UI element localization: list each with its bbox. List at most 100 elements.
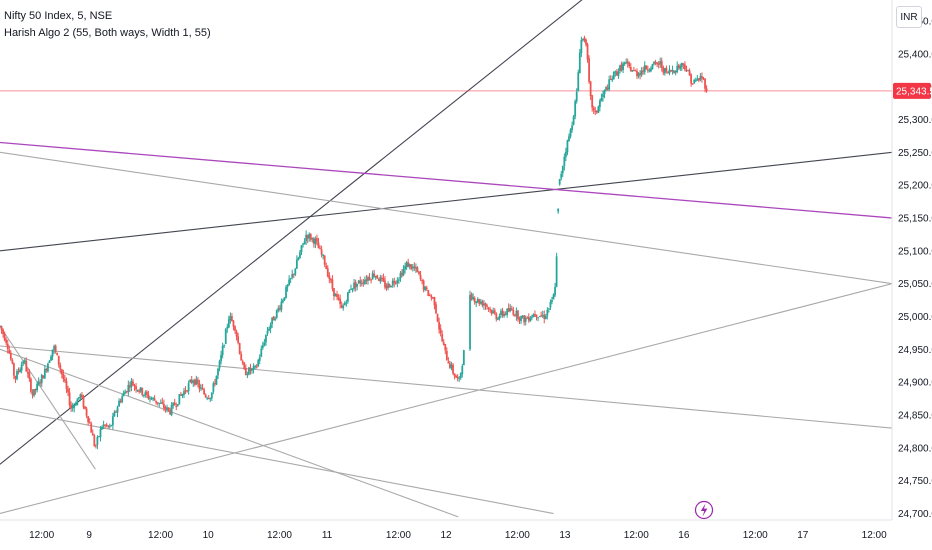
candle-body (561, 166, 564, 174)
candle-body (668, 69, 671, 74)
candle-body (102, 424, 105, 426)
candle-body (9, 353, 12, 360)
candle-body (167, 407, 170, 410)
candle-body (295, 259, 298, 269)
candle-body (654, 62, 657, 64)
candle-body (345, 302, 348, 304)
candle-body (517, 310, 519, 320)
candle-body (128, 385, 131, 388)
candle-body (175, 405, 178, 407)
lightning-icon[interactable] (694, 500, 714, 520)
candle-body (204, 394, 207, 398)
trendline-rising-support-long (0, 151, 893, 252)
candle-body (401, 272, 403, 276)
candle-body (472, 297, 475, 300)
candle-body (616, 71, 618, 76)
candle-body (357, 280, 360, 283)
candle-body (173, 402, 176, 406)
price-axis[interactable]: 25,450.0025,400.0025,350.0025,300.0025,2… (891, 0, 932, 550)
candle-body (432, 297, 434, 299)
candle-body (564, 151, 567, 157)
candle-body (701, 76, 703, 79)
symbol-title[interactable]: Nifty 50 Index, 5, NSE (4, 10, 113, 22)
candle-body (201, 388, 204, 390)
candle-body (445, 350, 448, 361)
currency-button[interactable]: INR (896, 6, 922, 28)
candle-body (220, 354, 222, 362)
candle-body (581, 38, 584, 40)
candle-body (687, 70, 689, 72)
candle-body (484, 303, 487, 306)
candle-body (200, 387, 202, 389)
candle-body (28, 372, 31, 379)
candle-body (356, 283, 359, 287)
candle-body (241, 361, 244, 364)
candle-body (625, 62, 628, 64)
candle-body (377, 279, 380, 281)
candle-body (64, 379, 66, 382)
candle-body (31, 392, 34, 396)
candle-body (235, 331, 238, 337)
candle-body (268, 328, 270, 331)
candle-body (138, 390, 141, 392)
candle-body (53, 346, 56, 350)
candle-body (549, 301, 552, 308)
candle-body (5, 339, 8, 344)
candle-body (402, 269, 405, 276)
candle-body (234, 326, 236, 331)
trendline-descending-gray-upper (0, 151, 893, 285)
candle-body (653, 61, 655, 65)
candle-body (353, 282, 355, 289)
candle-body (88, 422, 91, 424)
candle-body (634, 70, 637, 72)
candlestick-series (0, 35, 708, 450)
candle-body (271, 317, 274, 325)
candle-body (574, 101, 577, 117)
candle-body (169, 410, 171, 415)
candle-body (498, 316, 501, 320)
candle-body (209, 397, 212, 400)
candle-body (394, 282, 397, 284)
candle-body (226, 326, 229, 329)
y-tick-label: 25,400.00 (898, 49, 932, 60)
candle-body (421, 280, 423, 282)
candle-body (263, 342, 266, 346)
candle-body (303, 241, 306, 245)
candle-body (135, 386, 137, 390)
candle-body (510, 308, 513, 310)
y-tick-label: 24,700.00 (898, 509, 932, 520)
candle-body (162, 403, 165, 408)
candle-body (320, 249, 323, 255)
candle-body (309, 234, 312, 240)
candle-body (266, 330, 269, 334)
candle-body (612, 71, 615, 80)
candle-body (577, 72, 580, 92)
candle-body (189, 380, 192, 383)
x-tick-label: 12 (440, 530, 452, 541)
candle-body (48, 360, 51, 364)
time-axis[interactable]: 12:00 9 12:00 10 12:00 11 12:00 12 12:00 13 12:00 1… (0, 519, 892, 541)
candle-body (578, 52, 581, 74)
candle-body (42, 375, 45, 379)
candle-body (399, 273, 402, 279)
candle-body (286, 285, 289, 288)
candle-body (23, 360, 26, 362)
indicator-title[interactable]: Harish Algo 2 (55, Both ways, Width 1, 5… (4, 27, 211, 39)
candle-body (398, 279, 400, 281)
candle-body (155, 400, 158, 403)
candle-body (56, 352, 59, 356)
candle-body (34, 388, 37, 391)
candle-body (685, 70, 688, 72)
candle-body (110, 425, 113, 427)
candle-body (59, 365, 62, 370)
trendlines[interactable] (0, 0, 893, 518)
candle-body (489, 309, 492, 311)
candle-body (206, 397, 209, 399)
candle-body (479, 301, 482, 304)
candle-body (563, 156, 566, 166)
candle-body (99, 428, 102, 437)
candle-body (51, 349, 54, 357)
x-tick-label: 12:00 (624, 530, 649, 541)
candle-body (300, 245, 303, 253)
